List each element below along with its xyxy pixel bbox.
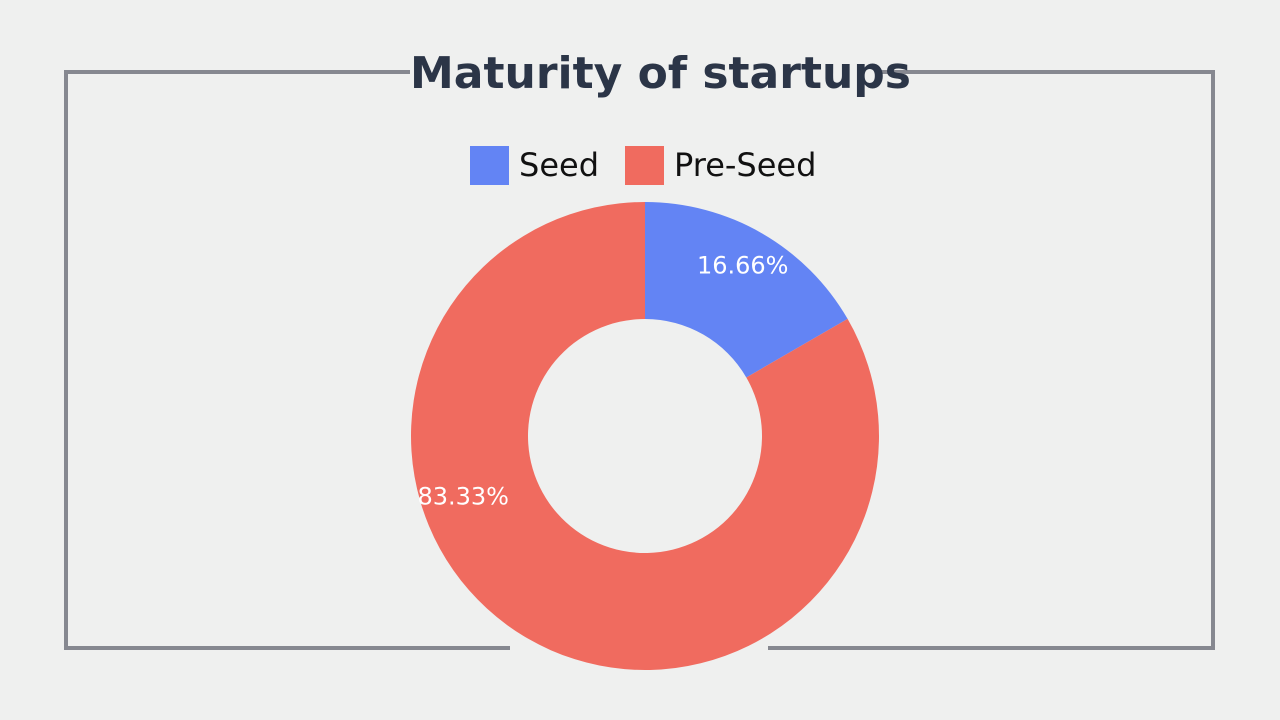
slice-pre-seed[interactable] bbox=[411, 202, 879, 671]
data-label-seed: 16.66% bbox=[697, 252, 789, 280]
legend-swatch-seed bbox=[470, 145, 509, 185]
data-label-pre-seed: 83.33% bbox=[417, 483, 509, 511]
chart-title: Maturity of startups bbox=[410, 48, 911, 99]
legend-item-pre-seed[interactable]: Pre-Seed bbox=[625, 145, 816, 185]
legend-item-seed[interactable]: Seed bbox=[470, 145, 599, 185]
legend-label-seed: Seed bbox=[519, 146, 599, 184]
legend-swatch-pre-seed bbox=[625, 145, 664, 185]
legend: Seed Pre-Seed bbox=[470, 145, 842, 185]
slice-seed[interactable] bbox=[645, 202, 848, 378]
legend-label-pre-seed: Pre-Seed bbox=[674, 146, 817, 184]
